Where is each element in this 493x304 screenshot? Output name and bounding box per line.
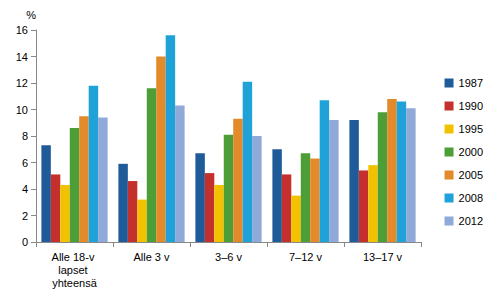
svg-text:3–6 v: 3–6 v bbox=[215, 251, 242, 263]
svg-text:1995: 1995 bbox=[459, 123, 483, 135]
svg-text:7–12 v: 7–12 v bbox=[289, 251, 323, 263]
svg-text:2: 2 bbox=[22, 210, 28, 222]
svg-text:8: 8 bbox=[22, 130, 28, 142]
svg-text:yhteensä: yhteensä bbox=[52, 277, 98, 289]
svg-text:Alle 18-v: Alle 18-v bbox=[52, 251, 98, 263]
svg-text:6: 6 bbox=[22, 157, 28, 169]
svg-text:%: % bbox=[26, 9, 36, 21]
svg-text:2012: 2012 bbox=[459, 215, 483, 227]
svg-text:2000: 2000 bbox=[459, 146, 483, 158]
svg-text:2008: 2008 bbox=[459, 192, 483, 204]
svg-text:10: 10 bbox=[16, 104, 28, 116]
svg-text:lapset: lapset bbox=[58, 264, 90, 276]
svg-text:13–17 v: 13–17 v bbox=[363, 251, 403, 263]
svg-text:0: 0 bbox=[22, 236, 28, 248]
svg-text:14: 14 bbox=[16, 51, 28, 63]
svg-text:16: 16 bbox=[16, 24, 28, 36]
svg-text:1990: 1990 bbox=[459, 100, 483, 112]
svg-text:2005: 2005 bbox=[459, 169, 483, 181]
svg-text:1987: 1987 bbox=[459, 77, 483, 89]
svg-text:Alle 3 v: Alle 3 v bbox=[133, 251, 170, 263]
svg-text:12: 12 bbox=[16, 77, 28, 89]
svg-text:4: 4 bbox=[22, 183, 28, 195]
